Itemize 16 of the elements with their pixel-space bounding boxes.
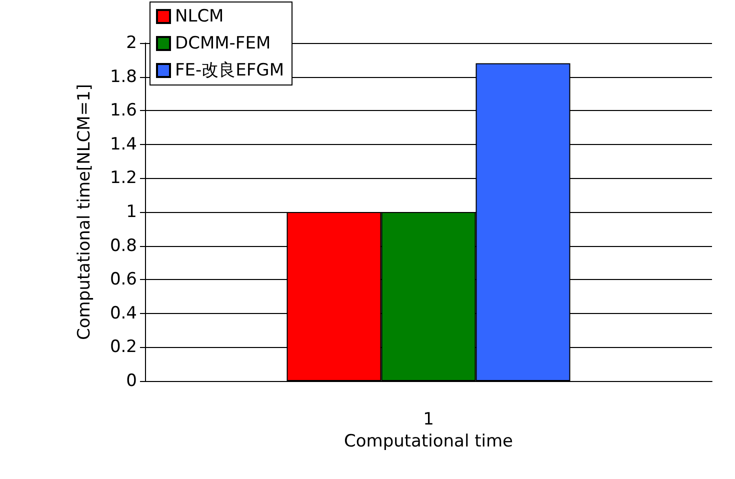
- y-axis-title: Computational time[NLCM=1]: [74, 84, 94, 340]
- y-tick-label: 1.4: [110, 134, 137, 154]
- x-axis-title: Computational time: [344, 431, 513, 452]
- y-tick-label: 2: [126, 33, 137, 53]
- y-tick-label: 0.6: [110, 270, 137, 290]
- y-tick-label: 0.8: [110, 236, 137, 256]
- legend-label: DCMM-FEM: [175, 34, 271, 54]
- y-tick-label: 0.2: [110, 337, 137, 358]
- legend-label: NLCM: [175, 6, 224, 26]
- y-tick-label: 1.6: [110, 100, 137, 121]
- legend-label: FE-改良EFGM: [175, 60, 284, 80]
- y-tick-label: 1.2: [110, 168, 137, 188]
- y-tick-label: 0: [126, 371, 137, 391]
- y-tick-label: 1.8: [110, 66, 137, 87]
- y-tick-label: 1: [126, 202, 137, 222]
- y-tick-label: 0.4: [110, 303, 137, 324]
